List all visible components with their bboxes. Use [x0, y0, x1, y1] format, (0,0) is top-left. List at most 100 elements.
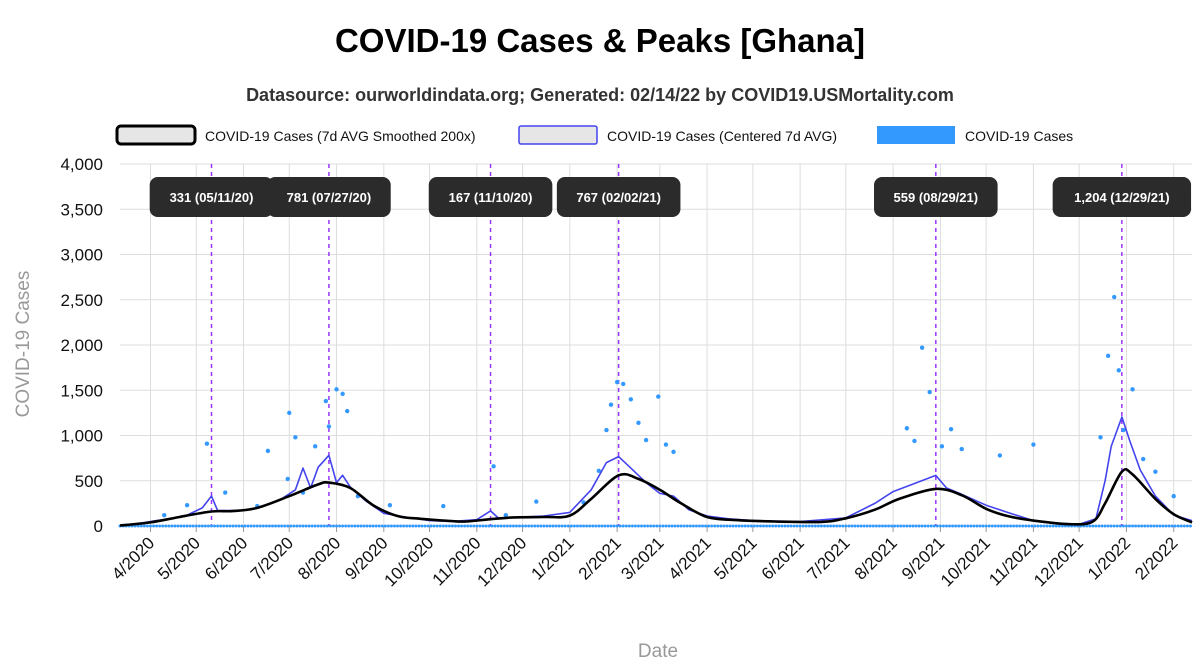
- case-point-baseline: [944, 524, 948, 528]
- case-point-baseline: [1088, 524, 1092, 528]
- case-point-baseline: [835, 524, 839, 528]
- case-point-baseline: [362, 524, 366, 528]
- case-point-baseline: [1185, 524, 1189, 528]
- case-point-baseline: [383, 524, 387, 528]
- case-point: [223, 490, 228, 495]
- case-point-baseline: [152, 524, 156, 528]
- case-point-baseline: [484, 524, 488, 528]
- case-point-baseline: [1173, 524, 1177, 528]
- x-tick-label: 8/2020: [294, 533, 344, 583]
- case-point-baseline: [1091, 524, 1095, 528]
- case-point-baseline: [792, 524, 796, 528]
- case-point-baseline: [615, 524, 619, 528]
- case-point-baseline: [798, 524, 802, 528]
- case-point-baseline: [344, 524, 348, 528]
- case-point-baseline: [1143, 524, 1147, 528]
- case-point-baseline: [1060, 524, 1064, 528]
- case-point-baseline: [899, 524, 903, 528]
- case-point-baseline: [819, 524, 823, 528]
- x-tick-label: 10/2021: [937, 533, 994, 590]
- case-point-baseline: [560, 524, 564, 528]
- case-point-baseline: [877, 524, 881, 528]
- case-point-baseline: [319, 524, 323, 528]
- case-point-baseline: [1140, 524, 1144, 528]
- case-point-baseline: [359, 524, 363, 528]
- case-point-baseline: [249, 524, 253, 528]
- y-tick-label: 0: [94, 517, 103, 536]
- case-point-baseline: [682, 524, 686, 528]
- case-point-baseline: [496, 524, 500, 528]
- case-point-baseline: [755, 524, 759, 528]
- case-point: [1105, 353, 1111, 359]
- case-point: [643, 437, 649, 443]
- case-point: [503, 512, 508, 518]
- case-point-baseline: [630, 524, 634, 528]
- line-avg7: [119, 416, 1193, 527]
- case-point-baseline: [911, 524, 915, 528]
- case-point-baseline: [1124, 524, 1128, 528]
- case-point-baseline: [518, 524, 522, 528]
- case-point-baseline: [1155, 524, 1159, 528]
- case-point-baseline: [707, 524, 711, 528]
- case-point-baseline: [475, 524, 479, 528]
- case-point-baseline: [1164, 524, 1168, 528]
- case-point-baseline: [649, 524, 653, 528]
- case-point-baseline: [338, 524, 342, 528]
- case-point-baseline: [1103, 524, 1107, 528]
- y-tick-label: 3,000: [60, 246, 103, 265]
- y-tick-label: 3,500: [60, 200, 103, 219]
- case-point-baseline: [1182, 524, 1186, 528]
- case-point-baseline: [1051, 524, 1055, 528]
- case-point-baseline: [1179, 524, 1183, 528]
- case-point-baseline: [435, 524, 439, 528]
- x-tick-label: 11/2021: [985, 533, 1041, 589]
- case-point-baseline: [270, 524, 274, 528]
- x-tick-label: 7/2020: [247, 533, 297, 583]
- case-point-baseline: [179, 524, 183, 528]
- peak-label-box: [267, 177, 391, 217]
- case-point-baseline: [1121, 524, 1125, 528]
- case-point-baseline: [1018, 524, 1022, 528]
- case-point-baseline: [505, 524, 509, 528]
- case-point-baseline: [951, 524, 955, 528]
- case-point-baseline: [935, 524, 939, 528]
- case-point-baseline: [1112, 524, 1116, 528]
- case-point-baseline: [1085, 524, 1089, 528]
- case-point: [628, 397, 634, 402]
- case-point-baseline: [1097, 524, 1101, 528]
- case-point: [948, 426, 954, 432]
- case-point-baseline: [954, 524, 958, 528]
- peak-label-box: [149, 177, 274, 217]
- case-point-baseline: [554, 524, 558, 528]
- case-point-baseline: [164, 524, 168, 528]
- case-point-baseline: [969, 524, 973, 528]
- case-point-baseline: [850, 524, 854, 528]
- case-point-baseline: [1161, 524, 1165, 528]
- legend-label-smoothed: COVID-19 Cases (7d AVG Smoothed 200x): [205, 128, 476, 144]
- case-point-baseline: [597, 524, 601, 528]
- case-point: [1116, 368, 1122, 373]
- case-point-baseline: [237, 524, 241, 528]
- case-point-baseline: [399, 524, 403, 528]
- case-point-baseline: [1002, 524, 1006, 528]
- case-point-baseline: [1158, 524, 1162, 528]
- case-point: [939, 444, 945, 449]
- case-point-baseline: [481, 524, 485, 528]
- case-point: [596, 468, 602, 473]
- case-point-baseline: [981, 524, 985, 528]
- case-point-baseline: [1131, 524, 1135, 528]
- y-tick-label: 4,000: [60, 155, 103, 174]
- case-point-baseline: [658, 524, 662, 528]
- case-point-baseline: [457, 524, 461, 528]
- case-point-baseline: [246, 524, 250, 528]
- case-point: [997, 453, 1003, 458]
- case-point-baseline: [804, 524, 808, 528]
- case-point-baseline: [890, 524, 894, 528]
- case-point-baseline: [948, 524, 952, 528]
- case-point-baseline: [142, 524, 146, 528]
- case-point-baseline: [228, 524, 232, 528]
- case-point-baseline: [222, 524, 226, 528]
- case-point-baseline: [197, 524, 201, 528]
- case-point-baseline: [673, 524, 677, 528]
- case-point-baseline: [176, 524, 180, 528]
